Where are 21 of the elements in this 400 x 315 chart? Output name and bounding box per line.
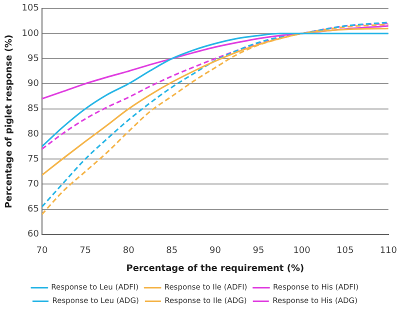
x-tick-label: 75 (80, 246, 92, 256)
y-tick-label: 65 (28, 204, 39, 215)
x-tick-label: 90 (209, 246, 222, 256)
x-tick-label: 95 (252, 246, 264, 256)
y-tick-label: 105 (22, 4, 39, 14)
x-tick-label: 100 (293, 246, 311, 256)
x-tick-label: 105 (336, 246, 354, 256)
y-tick-label: 60 (28, 230, 40, 240)
y-tick-label: 80 (28, 129, 40, 140)
y-tick-label: 70 (28, 180, 40, 190)
x-tick-label: 80 (122, 246, 135, 256)
x-tick-label: 110 (380, 246, 398, 256)
x-axis-title: Percentage of the requirement (%) (126, 264, 304, 274)
y-tick-label: 95 (28, 54, 39, 64)
y-tick-label: 75 (28, 154, 39, 164)
y-tick-label: 100 (22, 28, 40, 39)
y-tick-label: 85 (28, 104, 39, 114)
y-tick-label: 90 (28, 79, 40, 90)
x-tick-label: 85 (166, 246, 178, 256)
y-axis-title: Percentage of piglet response (%) (4, 34, 15, 208)
x-tick-label: 70 (36, 246, 48, 256)
